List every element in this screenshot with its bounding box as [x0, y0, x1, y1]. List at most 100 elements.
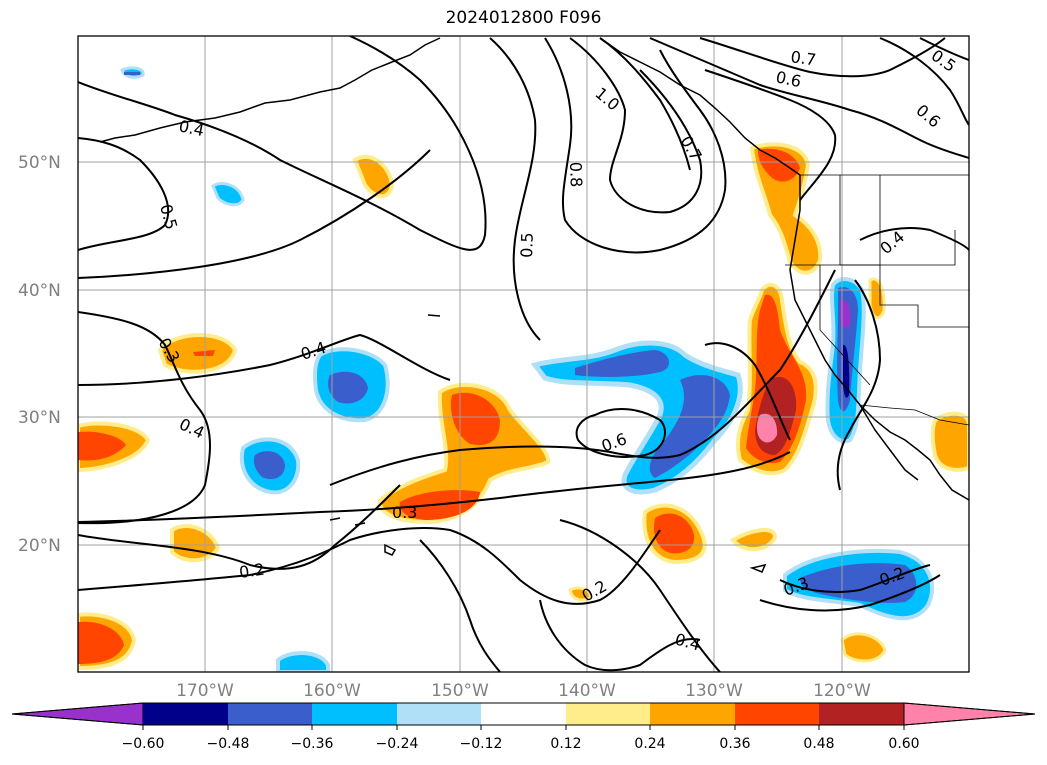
contour-04-mid [78, 333, 451, 386]
colorbar-swatch [228, 703, 312, 725]
contour-02-east [539, 599, 701, 672]
anomaly-neg-sw-core [253, 451, 285, 480]
anomaly-blob-west-core [193, 350, 215, 356]
lon-label-120w: 120°W [813, 681, 871, 701]
contour-04-lower [78, 484, 401, 570]
border-states-1 [839, 175, 881, 266]
lon-label-140w: 140°W [558, 681, 616, 701]
anomaly-blob-small-e [729, 528, 778, 552]
colorbar-swatch [650, 703, 735, 725]
contour-03-west [78, 311, 211, 525]
contour-label: 0.3 [392, 503, 417, 522]
colorbar-tick-label: 0.24 [634, 736, 665, 752]
lon-label-150w: 150°W [431, 681, 489, 701]
contour-05-mid [78, 149, 431, 279]
coastline-alaska-panhandle [599, 37, 801, 176]
border-us-mexico [859, 404, 969, 426]
colorbar-tick-label: −0.12 [460, 736, 503, 752]
colorbar-swatch [481, 703, 566, 725]
colorbar-tick-label: −0.36 [291, 736, 334, 752]
colorbar: −0.60 −0.48 −0.36 −0.24 −0.12 0.12 0.24 … [11, 702, 1036, 752]
contour-label: 0.5 [156, 202, 181, 232]
colorbar-swatch [819, 703, 904, 725]
colorbar-tick-label: −0.24 [376, 736, 419, 752]
anomaly-neg-band-core2 [649, 375, 730, 478]
lat-label-40n: 40°N [18, 281, 61, 301]
contour-07-b [699, 37, 946, 78]
colorbar-swatch [312, 703, 397, 725]
contour-03-south [419, 539, 501, 672]
contour-10 [569, 37, 703, 214]
contour-04-ne-coast [859, 227, 969, 251]
small-island-east [749, 563, 767, 573]
lat-label-30n: 30°N [18, 408, 61, 428]
contour-label: 1.0 [591, 84, 623, 115]
lat-label-50n: 50°N [18, 153, 61, 173]
contour-label: 0.4 [177, 116, 206, 140]
contour-label: 0.6 [912, 101, 944, 132]
contour-07-a [599, 37, 691, 171]
anomaly-neg-mid-core [328, 371, 368, 404]
contour-03-central-lower [78, 451, 791, 523]
colorbar-tick-label: 0.48 [803, 736, 834, 752]
anomaly-blob-far-west-core [78, 431, 126, 461]
small-island [427, 314, 441, 317]
anomaly-blob-subtropic-core [653, 513, 695, 554]
anomaly-blob-sw [170, 524, 221, 563]
contour-05-west [78, 137, 170, 251]
contour-06-ne [879, 37, 969, 126]
contour-06-central [575, 408, 666, 458]
colorbar-swatch [397, 703, 481, 725]
anomaly-neg-se-core [800, 563, 917, 603]
colorbar-tick-label: 0.12 [550, 736, 581, 752]
anomaly-blob-coast [749, 142, 823, 275]
anomaly-neg-coast-core3 [843, 344, 850, 398]
anomaly-blob-small-s [568, 586, 592, 602]
colorbar-swatch [566, 703, 650, 725]
anomaly-neg-coast-core2 [840, 299, 851, 329]
anomaly-blob-coast-core [758, 148, 800, 182]
contour-lines [78, 36, 969, 672]
contour-02-se [759, 574, 941, 612]
lat-label-20n: 20°N [18, 536, 61, 556]
lon-label-170w: 170°W [176, 681, 234, 701]
longitude-labels: 170°W 160°W 150°W 140°W 130°W 120°W [176, 681, 871, 701]
anomaly-blob-coast-s-core3 [756, 413, 778, 443]
anomaly-neg-band-core [575, 350, 670, 377]
colorbar-tick-label: −0.60 [122, 736, 165, 752]
graticule [78, 36, 969, 672]
colorbar-extend-low [11, 702, 144, 726]
colorbar-swatch [143, 703, 228, 725]
contour-06-north [649, 37, 969, 159]
coastline-baja [859, 404, 919, 481]
colorbar-ticks [142, 725, 905, 730]
contour-label: 0.6 [599, 429, 629, 456]
contour-label: 0.4 [673, 630, 703, 655]
coastline-layer [99, 37, 969, 573]
contour-04-north [78, 36, 487, 251]
contour-03-central [329, 269, 836, 486]
coastline-aleutians [99, 37, 441, 143]
anomaly-neg-bottom [276, 651, 330, 672]
contour-08 [544, 37, 727, 254]
border-nevada [819, 265, 871, 386]
coastline-west-coast [789, 175, 969, 501]
contour-label: 0.2 [238, 560, 266, 582]
contour-05-ne [919, 37, 969, 61]
anomaly-neg-small [211, 182, 245, 207]
contour-label: 0.5 [517, 232, 537, 258]
map-title: 2024012800 F096 [445, 8, 602, 28]
anomaly-blob-se [840, 632, 887, 663]
positive-anomaly-fills [78, 142, 969, 671]
colorbar-tick-label: −0.48 [207, 736, 250, 752]
contour-07-c [704, 69, 837, 201]
colorbar-swatch [735, 703, 819, 725]
anomaly-blob-central-core1 [450, 392, 500, 445]
map-frame [77, 35, 970, 673]
latitude-labels: 50°N 40°N 30°N 20°N [18, 153, 61, 556]
lon-label-160w: 160°W [303, 681, 361, 701]
contour-04-east [704, 342, 791, 441]
anomaly-blob-east-edge [930, 411, 969, 472]
contour-label: 0.8 [566, 161, 586, 187]
